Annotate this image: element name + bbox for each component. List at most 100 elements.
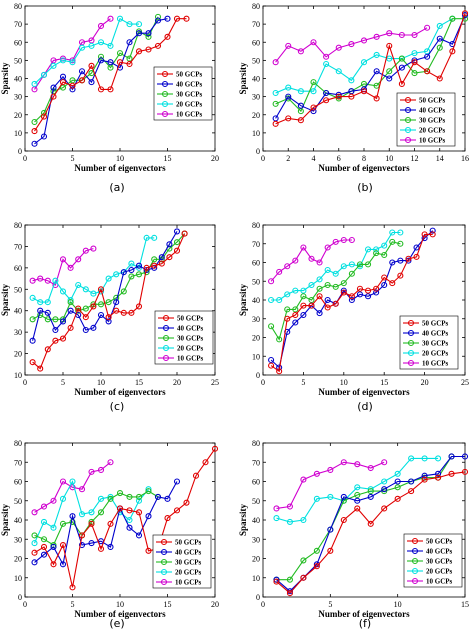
data-point [29,359,36,366]
y-tick-label: 10 [252,574,260,583]
legend-entry-label: 30 GCPs [422,340,449,348]
data-point [116,15,124,22]
data-point [313,495,320,502]
data-point [316,310,323,317]
data-point [397,272,404,279]
y-tick-label: 10 [14,371,22,380]
data-point [316,293,323,300]
data-point [381,281,388,289]
data-point [381,505,388,512]
data-point [173,15,181,22]
legend-swatch-marker [161,70,169,78]
data-point [126,516,133,524]
y-tick-label: 30 [14,93,22,102]
data-point [367,486,374,493]
data-point [97,466,105,474]
legend-swatch-marker [161,110,169,118]
legend-swatch-marker [411,547,419,555]
data-point [436,75,443,82]
data-point [29,277,36,284]
data-point [308,296,315,304]
data-point [69,584,76,591]
legend-swatch-marker [407,339,415,347]
data-point [50,543,57,551]
legend-swatch-marker [160,558,168,566]
x-axis-title: Number of eigenvectors [318,609,410,619]
x-tick-label: 20 [421,378,429,387]
chart-panel-c: 0 5 10 15 20 25 10 20 30 40 50 60 70 80 Number of eige… [0,221,219,413]
series-line [34,18,168,145]
data-point [292,306,299,313]
data-point [386,68,393,75]
data-point [292,311,299,319]
data-point [461,12,469,19]
data-point [113,271,120,278]
data-point [120,269,127,276]
data-point [97,53,105,60]
legend-entry-label: 50 GCPs [175,539,202,547]
x-tick-label: 25 [211,378,219,387]
data-point [135,509,143,516]
series-10-gcps [268,236,355,285]
data-point [145,488,152,495]
data-point [449,15,456,22]
series-line [276,461,385,509]
data-point [59,478,67,485]
data-point [308,281,315,289]
series-line [275,18,465,113]
data-point [327,466,334,474]
y-tick-label: 30 [252,315,260,324]
data-point [164,15,171,22]
data-point [67,324,74,331]
x-tick-label: 12 [411,154,419,163]
data-point [183,499,190,506]
legend-entry-label: 10 GCPs [176,111,203,119]
data-point [135,532,143,539]
data-point [31,540,38,547]
x-tick-label: 0 [261,378,265,387]
x-axis-title: Number of eigenvectors [74,387,166,397]
legend-swatch-marker [411,557,419,565]
x-tick-label: 20 [211,154,219,163]
data-point [126,493,133,500]
data-point [313,563,320,570]
data-point [286,576,293,583]
data-point [373,33,380,40]
data-point [128,273,135,280]
data-point [126,507,133,514]
data-point [37,307,44,314]
data-point [360,59,368,66]
data-point [340,516,347,524]
legend-swatch-marker [162,334,170,342]
data-point [88,468,95,475]
data-point [78,511,86,518]
legend: 50 GCPs 40 GCPs 30 GCPs 20 GCPs 10 GCPs [153,66,213,121]
data-point [50,93,57,100]
data-point [52,316,59,323]
y-tick-label: 30 [252,535,260,544]
data-point [50,561,57,568]
data-point [69,478,76,485]
data-point [340,459,347,466]
data-point [286,590,293,597]
data-point [367,493,374,500]
legend-swatch-marker [411,577,419,585]
data-point [381,242,388,249]
data-point [335,68,342,75]
data-point [164,515,171,522]
y-tick-label: 70 [252,240,260,249]
data-point [272,100,279,107]
data-point [285,84,292,91]
data-point [424,24,431,31]
y-tick-label: 80 [252,439,260,448]
legend: 50 GCPs 40 GCPs 30 GCPs 20 GCPs 10 GCPs [399,315,459,370]
data-point [116,489,124,497]
data-point [59,335,67,342]
data-point [50,62,57,69]
data-point [354,491,361,499]
y-axis-title: Sparsity [238,62,248,95]
data-point [310,108,317,115]
y-tick-label: 10 [14,129,22,138]
y-tick-label: 20 [252,555,260,564]
data-point [436,22,443,29]
